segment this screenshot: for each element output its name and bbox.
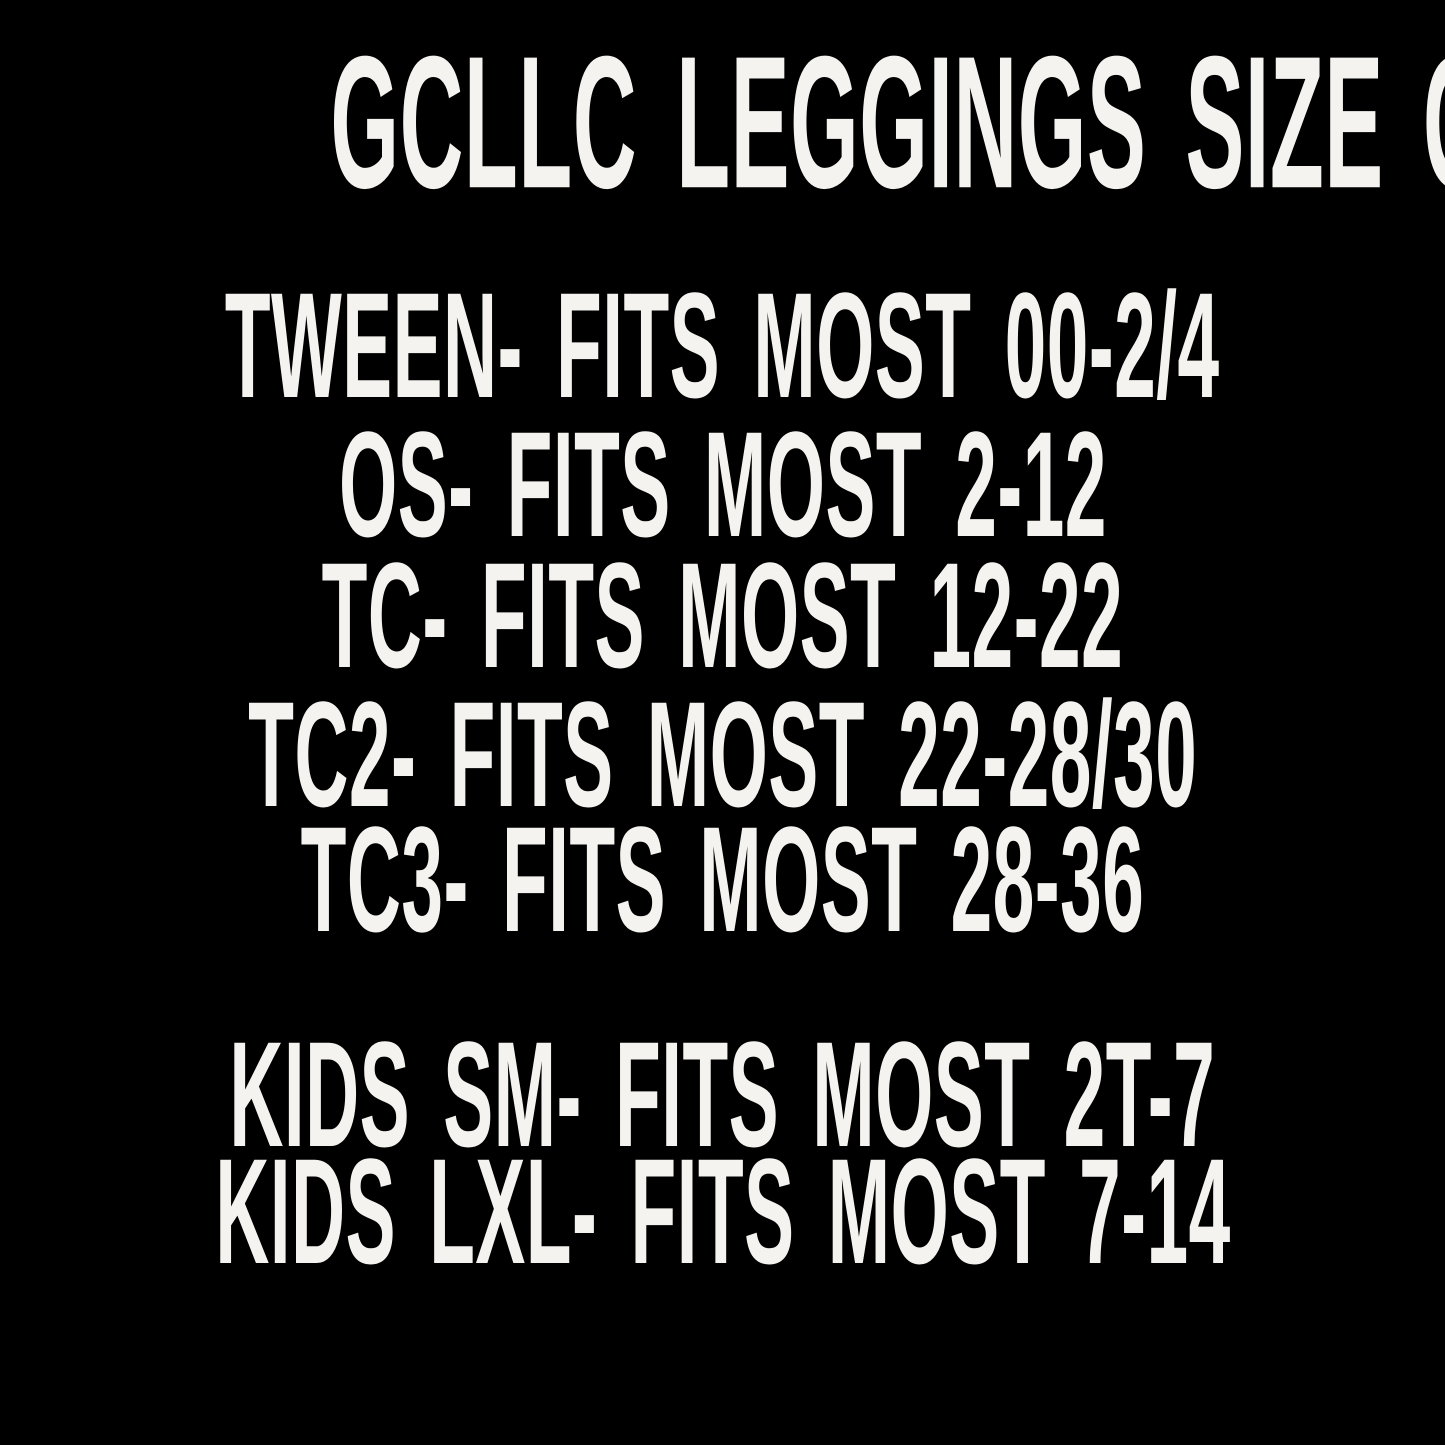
size-row-os: OS- FITS MOST 2-12 bbox=[0, 410, 1445, 560]
chart-title: GCLLC LEGGINGS SIZE CHART bbox=[0, 28, 1445, 217]
size-row-tc2-text: TC2- FITS MOST 22-28/30 bbox=[247, 671, 1198, 839]
size-row-kids-sm: KIDS SM- FITS MOST 2T-7 bbox=[0, 1020, 1445, 1170]
chart-title-text: GCLLC LEGGINGS SIZE CHART bbox=[330, 16, 1445, 228]
size-row-os-text: OS- FITS MOST 2-12 bbox=[338, 401, 1107, 569]
size-row-tween-text: TWEEN- FITS MOST 00-2/4 bbox=[225, 262, 1220, 430]
size-row-tc3: TC3- FITS MOST 28-36 bbox=[0, 805, 1445, 955]
size-row-kids-lxl: KIDS LXL- FITS MOST 7-14 bbox=[0, 1137, 1445, 1287]
size-row-tc3-text: TC3- FITS MOST 28-36 bbox=[300, 796, 1145, 964]
size-row-tc: TC- FITS MOST 12-22 bbox=[0, 541, 1445, 691]
size-row-tc-text: TC- FITS MOST 12-22 bbox=[321, 532, 1124, 700]
size-row-kids-sm-text: KIDS SM- FITS MOST 2T-7 bbox=[229, 1011, 1216, 1179]
size-row-tc2: TC2- FITS MOST 22-28/30 bbox=[0, 680, 1445, 830]
size-row-kids-lxl-text: KIDS LXL- FITS MOST 7-14 bbox=[214, 1128, 1231, 1296]
size-row-tween: TWEEN- FITS MOST 00-2/4 bbox=[0, 271, 1445, 421]
